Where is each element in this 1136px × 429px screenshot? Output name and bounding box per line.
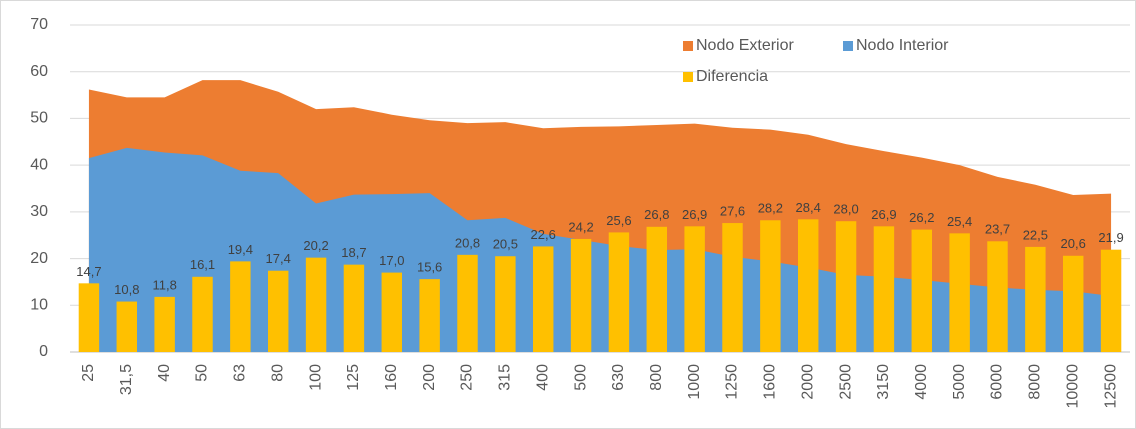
x-tick-label: 250 — [459, 364, 476, 391]
x-tick-label: 1000 — [686, 364, 703, 400]
bar — [154, 296, 175, 352]
data-label: 27,6 — [720, 204, 745, 219]
data-label: 25,4 — [947, 214, 972, 229]
data-label: 24,2 — [568, 219, 593, 234]
bar — [873, 226, 895, 352]
y-tick-label: 60 — [30, 63, 48, 80]
data-label: 17,0 — [379, 253, 404, 268]
x-tick-label: 400 — [534, 364, 551, 391]
bar — [1025, 246, 1046, 352]
bar — [987, 241, 1008, 352]
bar — [419, 279, 440, 352]
bar — [267, 270, 289, 352]
bar — [230, 261, 251, 352]
x-tick-label: 25 — [80, 364, 97, 382]
x-tick-label: 3150 — [875, 364, 892, 400]
bar — [343, 264, 365, 352]
legend-swatch — [843, 41, 853, 51]
data-label: 21,9 — [1098, 230, 1123, 245]
x-tick-label: 5000 — [951, 364, 968, 400]
bar — [646, 226, 668, 352]
data-label: 20,5 — [493, 237, 518, 252]
bar — [722, 223, 743, 352]
bar — [1062, 255, 1084, 352]
x-tick-label: 125 — [345, 364, 362, 391]
x-tick-label: 1250 — [724, 364, 741, 400]
y-tick-label: 20 — [30, 250, 48, 267]
bar — [305, 257, 327, 352]
x-tick-label: 10000 — [1064, 364, 1081, 409]
data-label: 20,2 — [303, 238, 328, 253]
legend-swatch — [683, 41, 693, 51]
x-tick-label: 80 — [269, 364, 286, 382]
data-label: 26,2 — [909, 210, 934, 225]
x-tick-label: 8000 — [1027, 364, 1044, 400]
legend-swatch — [683, 72, 693, 82]
x-tick-label: 4000 — [913, 364, 930, 400]
bar — [684, 226, 705, 352]
bar — [949, 233, 970, 352]
data-label: 19,4 — [228, 242, 253, 257]
x-tick-label: 2000 — [799, 364, 816, 400]
data-label: 17,4 — [266, 251, 291, 266]
legend-label: Diferencia — [696, 68, 768, 85]
data-label: 28,2 — [758, 201, 783, 216]
data-label: 20,6 — [1061, 236, 1086, 251]
x-tick-label: 630 — [610, 364, 627, 391]
y-tick-label: 40 — [30, 156, 48, 173]
data-label: 26,8 — [644, 207, 669, 222]
bar — [835, 221, 857, 352]
bar — [495, 256, 516, 352]
bar — [570, 238, 592, 352]
x-tick-label: 500 — [572, 364, 589, 391]
data-label: 10,8 — [114, 282, 139, 297]
data-label: 25,6 — [606, 213, 631, 228]
bar — [911, 229, 933, 352]
bar — [457, 254, 478, 352]
data-label: 26,9 — [682, 207, 707, 222]
data-label: 11,8 — [152, 277, 176, 292]
bar — [381, 272, 403, 352]
x-tick-label: 100 — [307, 364, 324, 391]
bar — [532, 246, 554, 352]
data-label: 28,0 — [833, 202, 858, 217]
x-tick-label: 160 — [383, 364, 400, 391]
data-label: 22,6 — [531, 227, 556, 242]
bar — [760, 220, 781, 352]
bar — [797, 219, 819, 352]
bar — [192, 276, 213, 352]
y-tick-label: 10 — [30, 297, 48, 314]
data-label: 28,4 — [796, 200, 821, 215]
bar — [608, 232, 630, 352]
x-tick-label: 1600 — [762, 364, 779, 400]
x-tick-label: 315 — [497, 364, 514, 391]
x-tick-label: 40 — [156, 364, 173, 382]
x-tick-label: 31,5 — [118, 364, 135, 395]
bar — [116, 301, 138, 352]
y-tick-label: 0 — [39, 343, 48, 360]
data-label: 18,7 — [341, 245, 366, 260]
y-tick-label: 70 — [30, 16, 48, 33]
data-label: 20,8 — [455, 235, 480, 250]
x-tick-label: 800 — [648, 364, 665, 391]
legend-label: Nodo Interior — [856, 37, 949, 54]
bar — [1100, 249, 1122, 352]
x-tick-label: 6000 — [989, 364, 1006, 400]
y-tick-label: 50 — [30, 110, 48, 127]
x-tick-label: 50 — [194, 364, 211, 382]
x-tick-label: 200 — [421, 364, 438, 391]
x-tick-label: 2500 — [837, 364, 854, 400]
bar — [78, 283, 100, 352]
data-label: 22,5 — [1023, 227, 1048, 242]
data-label: 26,9 — [871, 207, 896, 222]
data-label: 15,6 — [417, 260, 442, 275]
x-tick-label: 12500 — [1102, 364, 1119, 409]
data-label: 23,7 — [985, 222, 1010, 237]
x-tick-label: 63 — [232, 364, 249, 382]
legend-label: Nodo Exterior — [696, 37, 794, 54]
y-tick-label: 30 — [30, 203, 48, 220]
data-label: 14,7 — [76, 264, 101, 279]
data-label: 16,1 — [190, 257, 215, 272]
